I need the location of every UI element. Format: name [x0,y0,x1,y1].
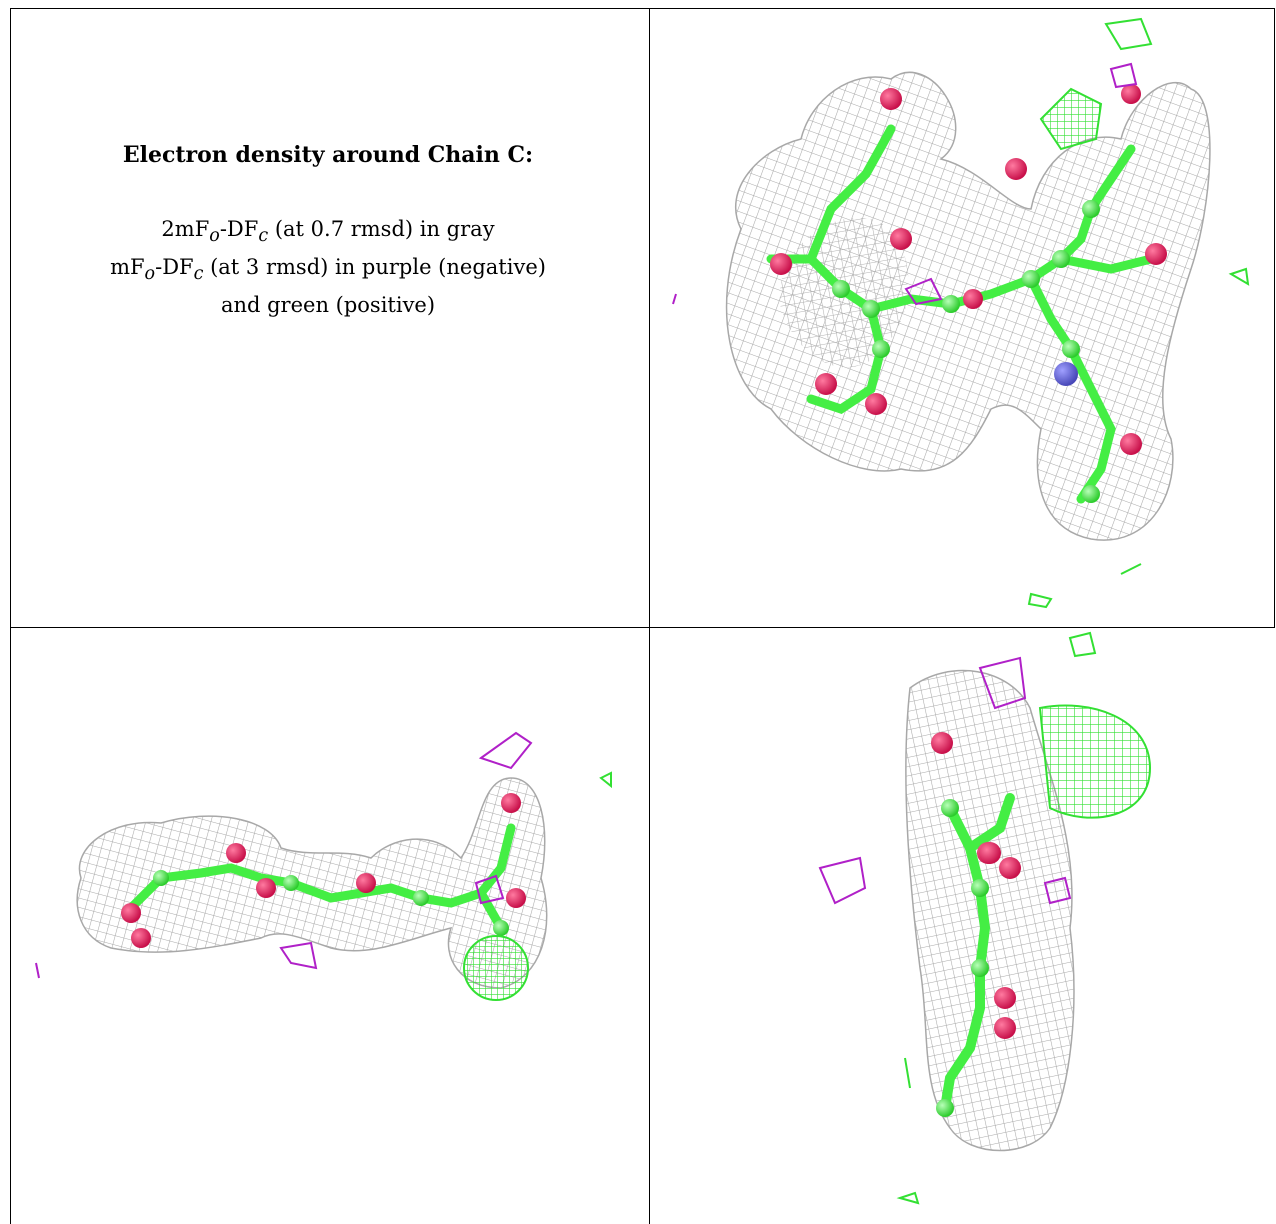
grid-top-border [10,8,1275,9]
nitrogen-atom [1054,362,1078,386]
caption-cell: Electron density around Chain C: 2mFo-DF… [14,140,642,321]
carbon-atom [971,879,989,897]
carbon-atom [153,870,169,886]
caption-line-gray: 2mFo-DFc (at 0.7 rmsd) in gray [161,217,495,247]
carbon-atom [1062,340,1080,358]
carbon-atom [283,875,299,891]
carbon-atom [942,295,960,313]
oxygen-atom [1145,243,1167,265]
negative-density-blob [978,656,1027,710]
carbon-atom [872,340,890,358]
carbon-atom [971,959,989,977]
oxygen-atom [1005,158,1027,180]
negative-density-blob [279,941,318,970]
positive-density-blob [1027,592,1053,609]
oxygen-atom [865,393,887,415]
carbon-atom [493,920,509,936]
oxygen-atom [1121,84,1141,104]
oxygen-atom [931,732,953,754]
carbon-atom [1022,270,1040,288]
negative-density-blob [904,277,943,306]
positive-density-fragment [904,1057,911,1089]
caption-title: Electron density around Chain C: [122,142,534,168]
grid-middle-divider [10,627,1275,628]
negative-density-blob [474,874,505,905]
carbon-atom [1082,200,1100,218]
negative-density-blob [478,731,533,770]
oxygen-atom [1120,433,1142,455]
density-panel-bottom-right [650,628,1274,1224]
caption-description: 2mFo-DFc (at 0.7 rmsd) in gray mFo-DFc (… [14,214,642,321]
gray-density-mesh [905,669,1075,1152]
oxygen-atom [994,987,1016,1009]
density-panel-top-right [651,9,1274,626]
carbon-atom [941,799,959,817]
carbon-atom [1052,250,1070,268]
positive-density-blob [1039,87,1103,151]
oxygen-atom [994,1017,1016,1039]
negative-density-fragment [35,962,40,979]
carbon-atom [936,1099,954,1117]
oxygen-atom [963,289,983,309]
negative-density-blob [1109,62,1138,89]
density-render-top-right [672,17,1250,609]
atoms [931,732,1021,1117]
density-render-bottom-right [818,631,1152,1205]
atoms [121,793,526,948]
oxygen-atom [121,903,141,923]
positive-density-blob [463,935,529,1001]
carbon-atom [1082,485,1100,503]
negative-density-blob [1043,876,1072,905]
atoms [770,84,1167,503]
oxygen-atom [131,928,151,948]
gray-density-mesh [76,777,548,989]
oxygen-atom [815,373,837,395]
caption-line-green: and green (positive) [220,293,436,318]
oxygen-atom [770,253,792,275]
positive-density-blob [599,771,612,789]
carbon-atom [413,890,429,906]
oxygen-atom [501,793,521,813]
positive-density-blob [1104,17,1153,51]
negative-density-fragment [672,293,677,305]
caption-line-difference: mFo-DFc (at 3 rmsd) in purple (negative) [110,255,546,285]
oxygen-atom [356,873,376,893]
grid-right-border [1274,8,1275,628]
oxygen-atom [226,843,246,863]
oxygen-atom [979,842,1001,864]
grid-center-divider [649,8,650,1224]
oxygen-atom [506,888,526,908]
density-panel-bottom-left [11,628,648,1224]
grid-left-border [10,8,11,1224]
carbon-atom [862,300,880,318]
oxygen-atom [256,878,276,898]
oxygen-atom [890,228,912,250]
positive-density-blob [1228,267,1250,286]
density-render-bottom-left [35,731,612,1001]
oxygen-atom [880,88,902,110]
positive-density-blob [1068,631,1097,658]
positive-density-fragment [1120,563,1142,575]
positive-density-blob [1038,704,1152,819]
oxygen-atom [999,857,1021,879]
negative-density-blob [818,856,867,905]
positive-density-blob [896,1191,920,1205]
carbon-atom [832,280,850,298]
